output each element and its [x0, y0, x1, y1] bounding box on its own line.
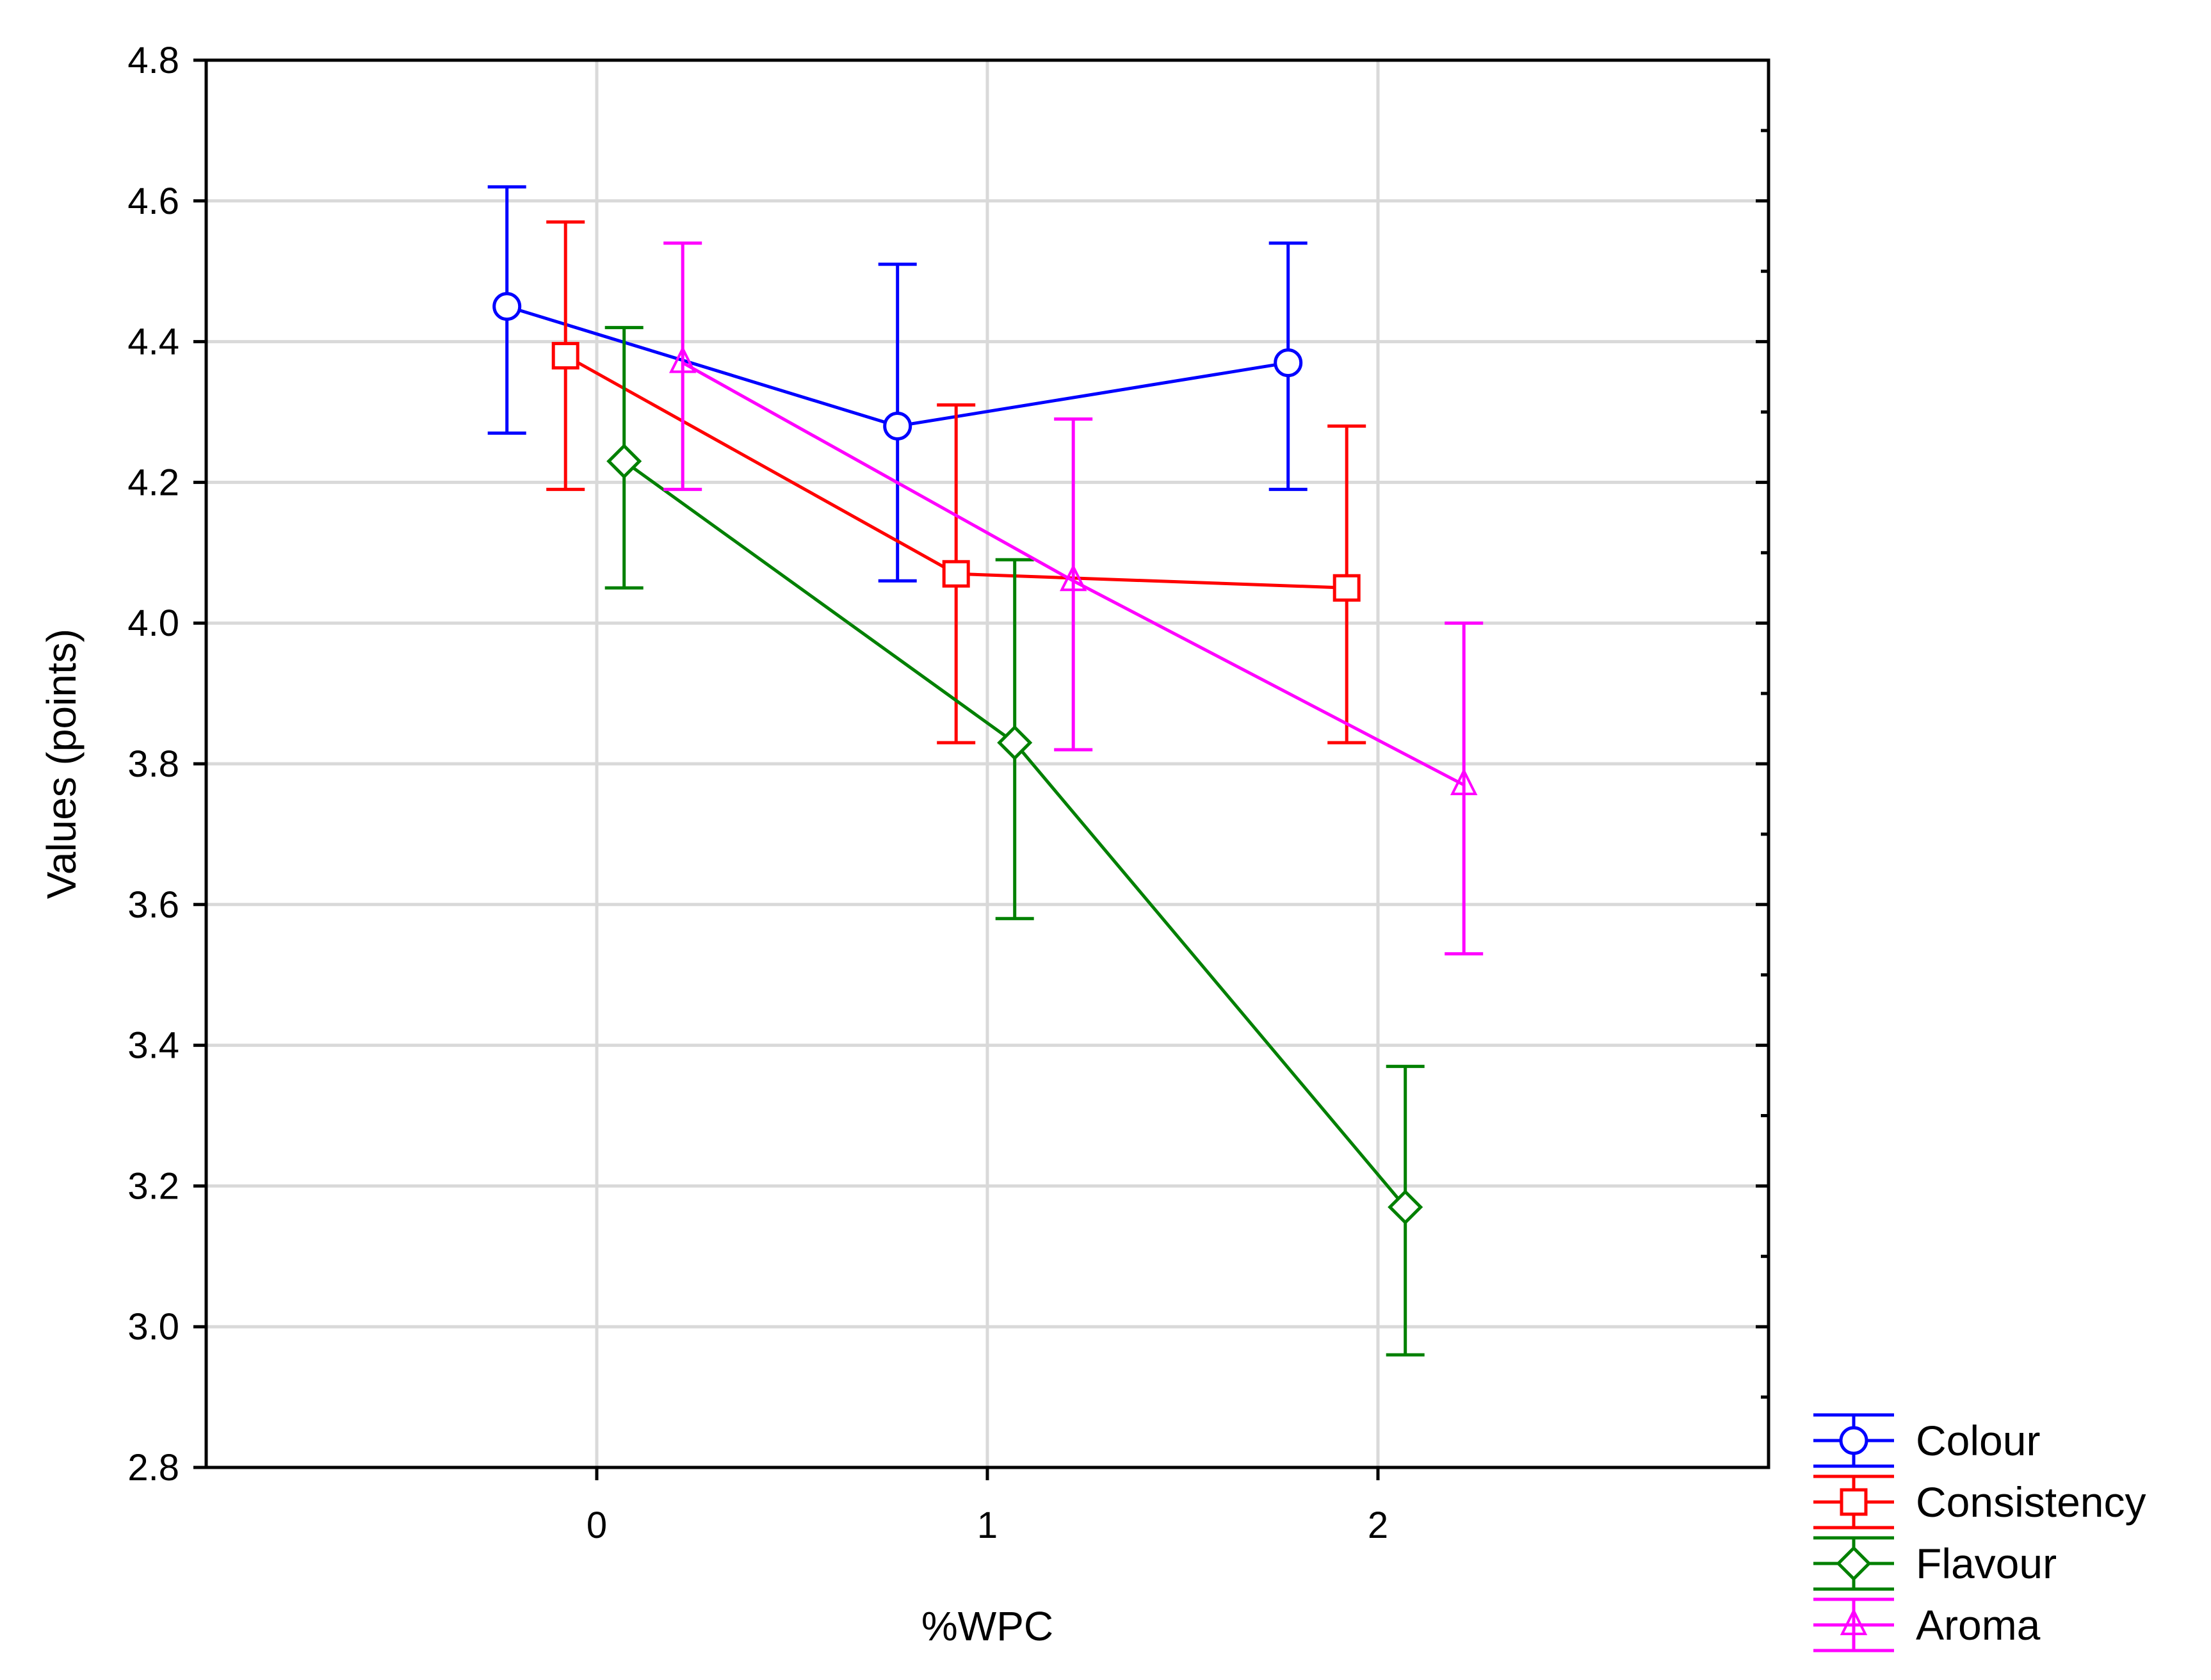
data-point-consistency — [551, 342, 579, 370]
legend-marker-colour — [1839, 1426, 1868, 1455]
grid-lines — [206, 60, 1769, 1467]
y-tick-label: 3.4 — [127, 1025, 179, 1067]
series-consistency — [546, 220, 1366, 745]
y-tick-label: 4.4 — [127, 321, 179, 363]
y-tick-label: 3.6 — [127, 884, 179, 926]
data-point-colour — [1274, 348, 1303, 378]
legend-label-flavour: Flavour — [1916, 1540, 2057, 1587]
legend-item-aroma: Aroma — [1813, 1597, 2041, 1652]
y-axis-title: Values (points) — [38, 629, 85, 899]
y-tick-label: 2.8 — [127, 1447, 179, 1489]
y-axis-tick-labels: 2.8 3.0 3.2 3.4 3.6 3.8 4.0 4.2 4.4 4.6 4.8 — [127, 40, 179, 1489]
y-tick-label: 4.2 — [127, 462, 179, 503]
y-tick-label: 3.2 — [127, 1165, 179, 1207]
data-point-colour — [883, 411, 912, 440]
y-tick-label: 4.6 — [127, 181, 179, 222]
data-series — [487, 185, 1484, 1357]
legend-item-colour: Colour — [1813, 1413, 2040, 1468]
legend: Colour Consistency Flavour Aroma — [1813, 1413, 2146, 1652]
legend-marker-consistency — [1840, 1488, 1868, 1516]
x-axis-tick-labels: 0 1 2 — [587, 1505, 1388, 1546]
data-point-flavour — [1388, 1189, 1423, 1225]
series-colour — [487, 185, 1308, 583]
x-tick-label: 1 — [977, 1505, 998, 1546]
data-point-consistency — [1332, 574, 1361, 602]
legend-label-consistency: Consistency — [1916, 1478, 2146, 1526]
y-tick-label: 4.8 — [127, 40, 179, 81]
series-aroma — [663, 241, 1484, 956]
y-tick-label: 4.0 — [127, 602, 179, 644]
data-point-aroma — [1059, 563, 1087, 592]
legend-item-flavour: Flavour — [1813, 1536, 2057, 1591]
data-point-flavour — [997, 725, 1033, 761]
x-tick-label: 2 — [1368, 1505, 1388, 1546]
data-point-aroma — [1450, 768, 1478, 795]
y-tick-label: 3.0 — [127, 1306, 179, 1348]
axis-ticks — [193, 58, 1769, 1480]
x-tick-label: 0 — [587, 1505, 607, 1546]
legend-marker-aroma — [1840, 1608, 1868, 1635]
legend-label-aroma: Aroma — [1916, 1601, 2041, 1649]
data-point-consistency — [942, 560, 970, 588]
legend-label-colour: Colour — [1916, 1417, 2040, 1464]
x-axis-title: %WPC — [921, 1603, 1053, 1649]
data-point-colour — [492, 292, 522, 321]
legend-item-consistency: Consistency — [1813, 1474, 2146, 1530]
y-tick-label: 3.8 — [127, 743, 179, 785]
legend-marker-flavour — [1836, 1546, 1872, 1581]
data-point-flavour — [606, 443, 642, 479]
series-flavour — [604, 326, 1425, 1357]
data-point-aroma — [668, 346, 697, 373]
